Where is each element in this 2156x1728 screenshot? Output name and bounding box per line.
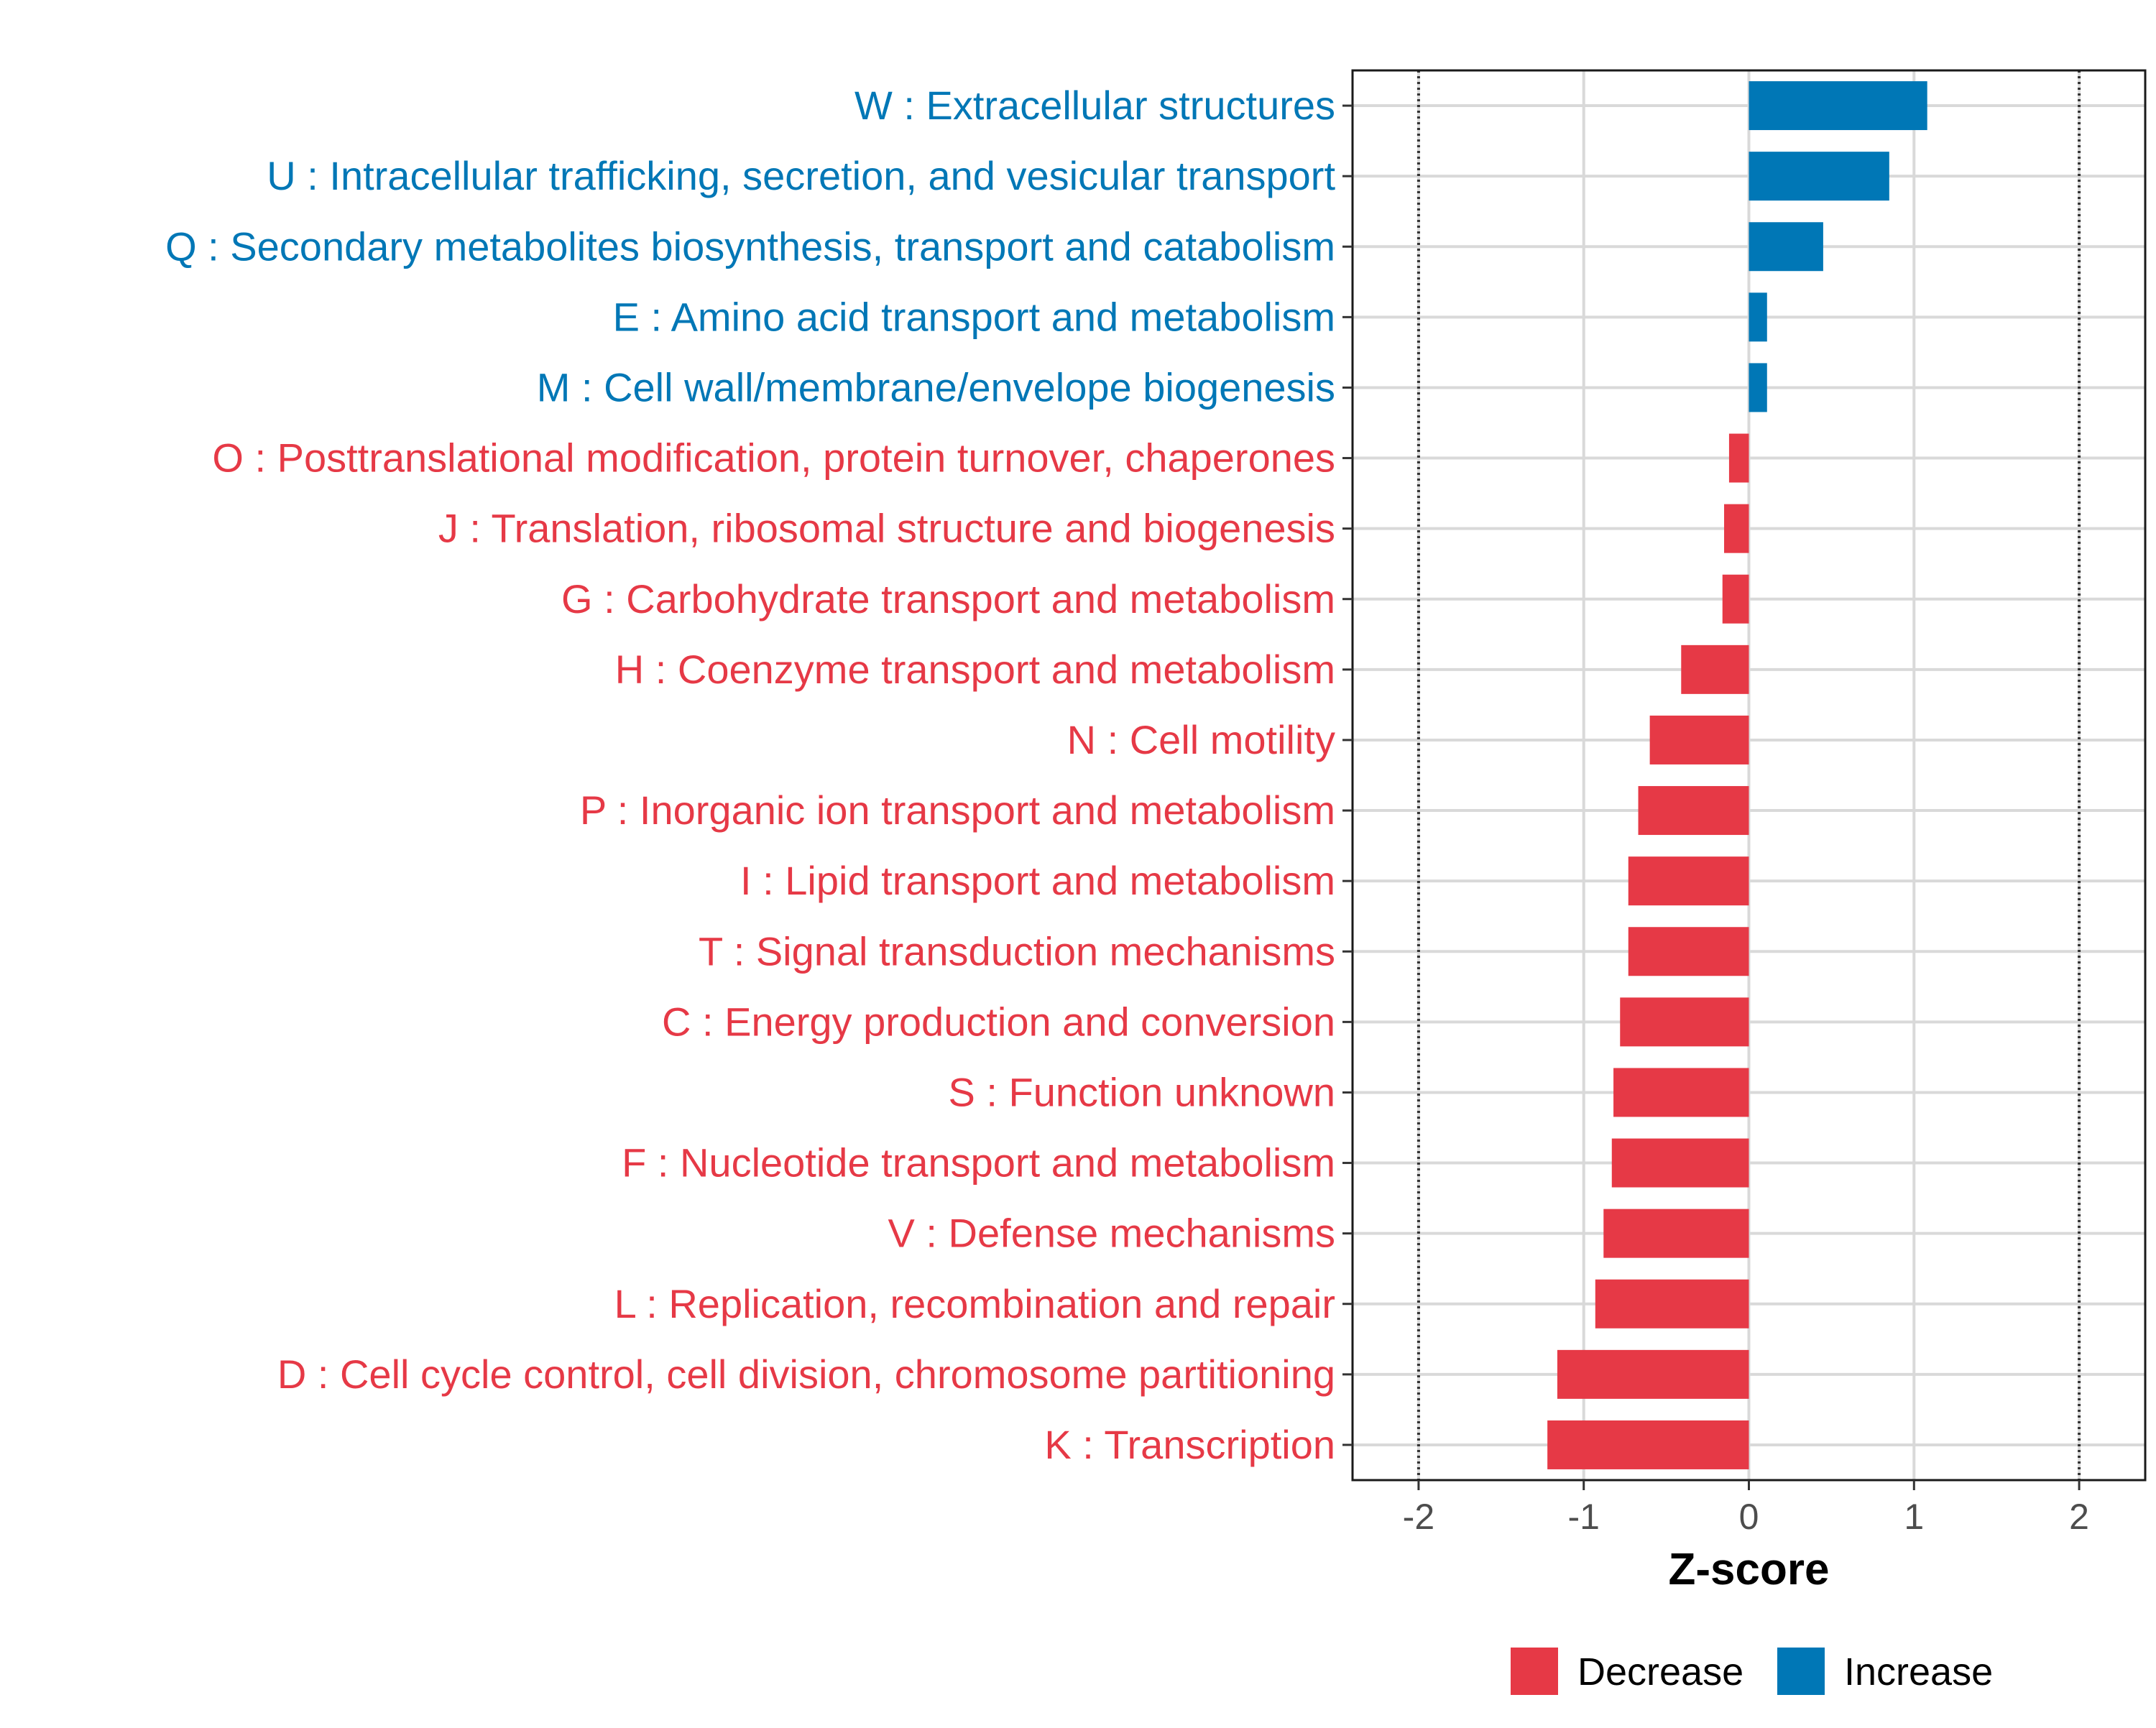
y-tick-label: N : Cell motility [1067,717,1335,762]
y-tick-label: T : Signal transduction mechanisms [699,928,1335,974]
bar [1749,152,1889,201]
bar [1681,644,1749,694]
bar [1749,363,1767,412]
y-tick-label: Q : Secondary metabolites biosynthesis, … [165,223,1335,269]
x-tick-label: 2 [2069,1497,2089,1537]
x-tick-label: 1 [1904,1497,1924,1537]
y-tick-label: G : Carbohydrate transport and metabolis… [561,576,1335,622]
bar [1620,997,1749,1047]
bar [1628,856,1749,906]
y-tick-label: M : Cell wall/membrane/envelope biogenes… [537,364,1335,410]
bar [1595,1279,1749,1329]
x-axis: -2 -1 0 1 2 [1403,1480,2089,1537]
x-tick-label: -2 [1403,1497,1434,1537]
y-axis: W : Extracellular structures U : Intracel… [165,83,1353,1467]
bar [1557,1349,1749,1399]
bar [1613,1068,1749,1117]
y-tick-label: O : Posttranslational modification, prot… [212,435,1335,481]
y-tick-label: H : Coenzyme transport and metabolism [615,647,1335,692]
y-tick-label: S : Function unknown [948,1069,1335,1114]
bar [1603,1209,1749,1258]
y-tick-label: D : Cell cycle control, cell division, c… [277,1352,1335,1397]
bar [1547,1420,1749,1469]
y-tick-label: V : Defense mechanisms [888,1211,1335,1256]
bar [1749,81,1927,131]
y-tick-label: C : Energy production and conversion [662,999,1335,1044]
bar [1728,433,1749,483]
y-tick-label: J : Translation, ribosomal structure and… [438,506,1335,551]
legend-key-increase [1777,1648,1825,1695]
y-tick-label: K : Transcription [1044,1422,1335,1467]
x-axis-title: Z-score [1669,1545,1830,1594]
legend-key-decrease [1511,1648,1558,1695]
y-tick-label: F : Nucleotide transport and metabolism [622,1140,1335,1186]
x-tick-label: 0 [1739,1497,1759,1537]
x-tick-label: -1 [1567,1497,1599,1537]
y-tick-label: W : Extracellular structures [854,83,1335,128]
bar [1724,504,1749,553]
legend: Decrease Increase [1511,1648,1993,1695]
y-tick-label: U : Intracellular trafficking, secretion… [267,153,1335,198]
bar [1749,292,1767,342]
y-tick-label: P : Inorganic ion transport and metaboli… [580,787,1335,833]
bar [1649,715,1749,764]
y-tick-label: E : Amino acid transport and metabolism [613,294,1335,339]
grid-layer [1353,70,2145,1480]
bar [1749,222,1823,272]
y-tick-label: I : Lipid transport and metabolism [740,858,1335,903]
bar [1611,1138,1749,1188]
bar [1722,574,1749,624]
bar [1628,927,1749,976]
legend-label-increase: Increase [1844,1650,1993,1694]
bar-layer [1547,81,1927,1469]
y-tick-label: L : Replication, recombination and repai… [614,1281,1335,1326]
bar [1638,786,1749,836]
legend-label-decrease: Decrease [1577,1650,1743,1694]
